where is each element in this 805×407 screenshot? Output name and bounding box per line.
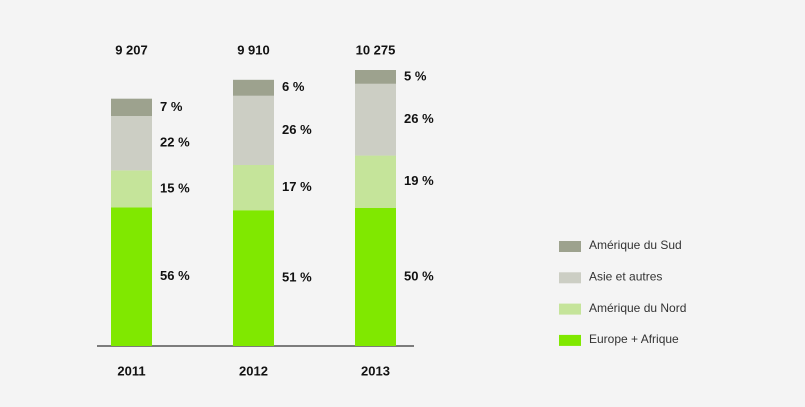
value-label: 22 % <box>160 135 190 150</box>
total-label: 10 275 <box>356 42 396 57</box>
legend-swatch <box>559 241 581 252</box>
bar-segment <box>355 70 396 84</box>
bar-segment <box>233 79 274 96</box>
bar-segment <box>355 83 396 156</box>
bar-segment <box>233 95 274 165</box>
value-label: 26 % <box>282 122 312 137</box>
value-label: 26 % <box>404 111 434 126</box>
x-tick-label: 2013 <box>361 363 390 378</box>
value-label: 5 % <box>404 68 427 83</box>
bar-segment <box>233 164 274 211</box>
total-label: 9 910 <box>237 42 270 57</box>
bar-segment <box>111 115 152 171</box>
x-tick-label: 2012 <box>239 363 268 378</box>
value-label: 15 % <box>160 180 190 195</box>
value-label: 56 % <box>160 268 190 283</box>
bar-segment <box>111 207 152 346</box>
legend-swatch <box>559 272 581 284</box>
legend-label: Asie et autres <box>589 269 662 283</box>
bar-segment <box>355 208 396 346</box>
bar-segment <box>233 210 274 346</box>
legend-label: Amérique du Sud <box>589 238 682 252</box>
legend-label: Amérique du Nord <box>589 301 686 315</box>
bar-segment <box>111 98 152 116</box>
legend-label: Europe + Afrique <box>589 332 679 346</box>
x-tick-label: 2011 <box>117 363 145 378</box>
value-label: 17 % <box>282 179 312 194</box>
value-label: 50 % <box>404 268 434 283</box>
bar-segment <box>355 155 396 208</box>
legend-swatch <box>559 303 581 315</box>
value-label: 7 % <box>160 99 183 114</box>
bar-segment <box>111 170 152 208</box>
total-label: 9 207 <box>115 42 148 57</box>
legend-swatch <box>559 334 581 346</box>
value-label: 51 % <box>282 270 312 285</box>
value-label: 19 % <box>404 173 434 188</box>
value-label: 6 % <box>282 79 305 94</box>
